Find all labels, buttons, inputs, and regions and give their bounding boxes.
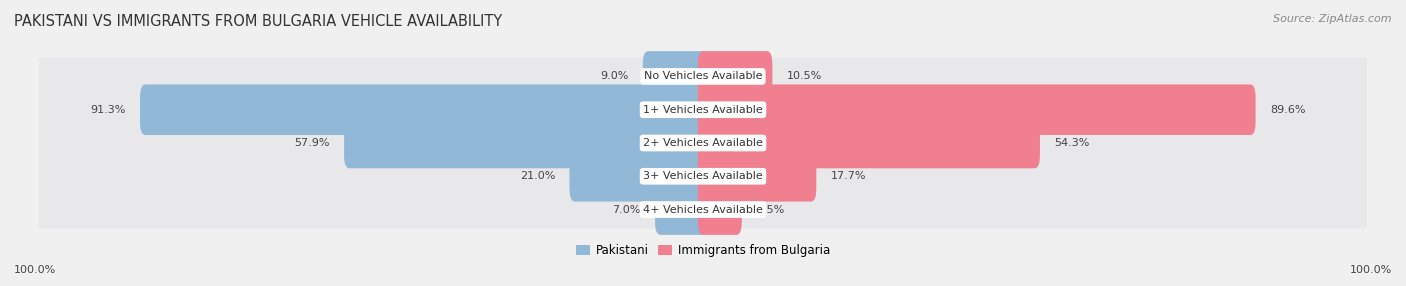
FancyBboxPatch shape: [697, 184, 742, 235]
Text: 1+ Vehicles Available: 1+ Vehicles Available: [643, 105, 763, 115]
FancyBboxPatch shape: [39, 157, 1367, 195]
FancyBboxPatch shape: [39, 57, 1367, 96]
FancyBboxPatch shape: [39, 190, 1367, 229]
FancyBboxPatch shape: [697, 118, 1040, 168]
FancyBboxPatch shape: [39, 124, 1367, 162]
Text: 100.0%: 100.0%: [14, 265, 56, 275]
FancyBboxPatch shape: [344, 118, 709, 168]
FancyBboxPatch shape: [697, 51, 772, 102]
Text: 57.9%: 57.9%: [294, 138, 330, 148]
Text: 4+ Vehicles Available: 4+ Vehicles Available: [643, 204, 763, 214]
Text: No Vehicles Available: No Vehicles Available: [644, 72, 762, 82]
Text: 7.0%: 7.0%: [613, 204, 641, 214]
Text: 9.0%: 9.0%: [600, 72, 628, 82]
Text: 54.3%: 54.3%: [1054, 138, 1090, 148]
FancyBboxPatch shape: [697, 84, 1256, 135]
Text: 89.6%: 89.6%: [1270, 105, 1305, 115]
Text: 21.0%: 21.0%: [520, 171, 555, 181]
FancyBboxPatch shape: [569, 151, 709, 202]
Text: PAKISTANI VS IMMIGRANTS FROM BULGARIA VEHICLE AVAILABILITY: PAKISTANI VS IMMIGRANTS FROM BULGARIA VE…: [14, 14, 502, 29]
FancyBboxPatch shape: [697, 151, 817, 202]
Text: 17.7%: 17.7%: [831, 171, 866, 181]
FancyBboxPatch shape: [141, 84, 709, 135]
Legend: Pakistani, Immigrants from Bulgaria: Pakistani, Immigrants from Bulgaria: [571, 239, 835, 262]
Text: 5.5%: 5.5%: [756, 204, 785, 214]
FancyBboxPatch shape: [39, 91, 1367, 129]
Text: 2+ Vehicles Available: 2+ Vehicles Available: [643, 138, 763, 148]
Text: Source: ZipAtlas.com: Source: ZipAtlas.com: [1274, 14, 1392, 24]
Text: 3+ Vehicles Available: 3+ Vehicles Available: [643, 171, 763, 181]
Text: 91.3%: 91.3%: [90, 105, 125, 115]
FancyBboxPatch shape: [655, 184, 709, 235]
FancyBboxPatch shape: [643, 51, 709, 102]
Text: 100.0%: 100.0%: [1350, 265, 1392, 275]
Text: 10.5%: 10.5%: [786, 72, 823, 82]
